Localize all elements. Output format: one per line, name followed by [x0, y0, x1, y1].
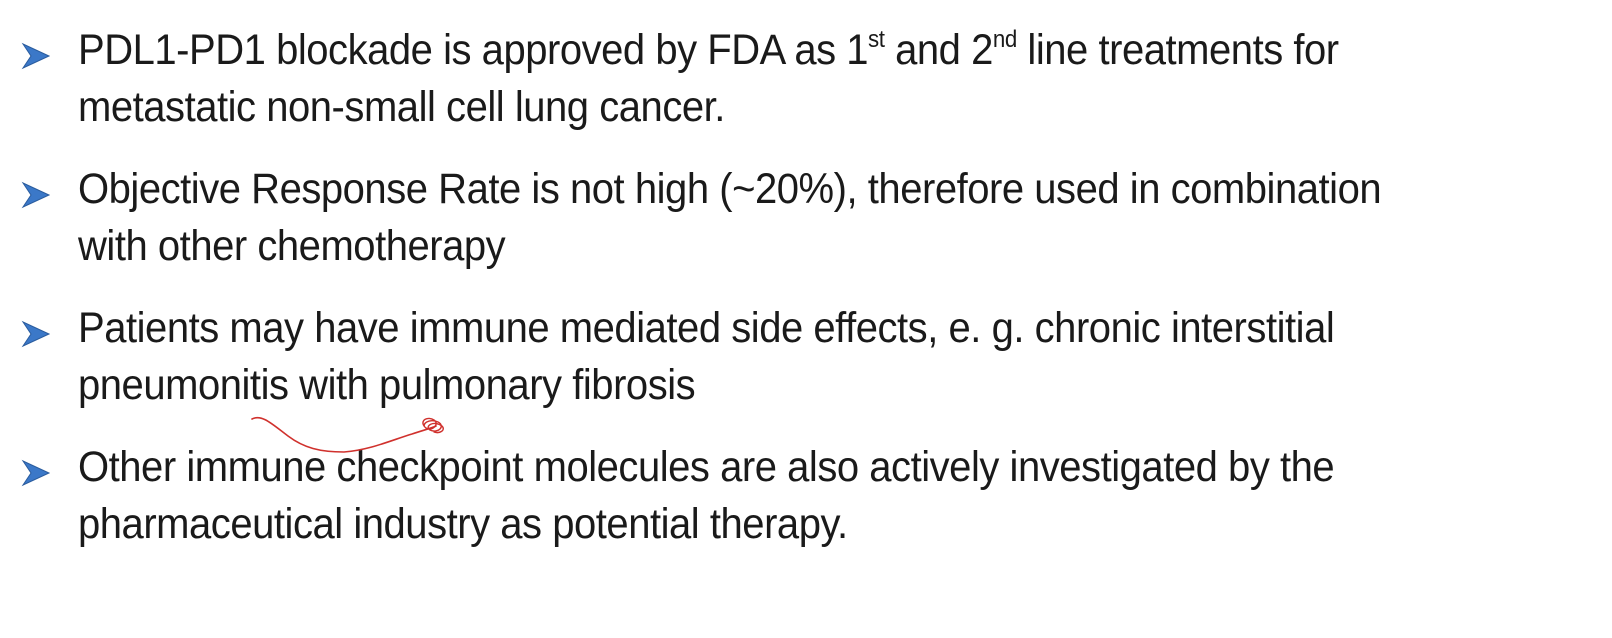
bullet-item: Other immune checkpoint molecules are al…: [0, 439, 1612, 578]
bullet-line: Objective Response Rate is not high (~20…: [78, 165, 1382, 213]
bullet-line: Patients may have immune mediated side e…: [78, 304, 1335, 352]
bullet-line: Other immune checkpoint molecules are al…: [78, 443, 1335, 491]
bullet-line: metastatic non-small cell lung cancer.: [78, 83, 725, 131]
superscript: st: [868, 25, 885, 53]
bullet-line: pneumonitis with pulmonary fibrosis: [78, 361, 696, 409]
bullet-list: PDL1-PD1 blockade is approved by FDA as …: [0, 22, 1612, 578]
bullet-line: with other chemotherapy: [78, 222, 506, 270]
bullet-item: Objective Response Rate is not high (~20…: [0, 161, 1612, 300]
bullet-item: Patients may have immune mediated side e…: [0, 300, 1612, 439]
bullet-text: Patients may have immune mediated side e…: [78, 300, 1473, 414]
bullet-line: PDL1-PD1 blockade is approved by FDA as …: [78, 25, 1339, 74]
superscript: nd: [992, 25, 1017, 53]
arrowhead-bullet-icon: [21, 320, 51, 348]
bullet-text: PDL1-PD1 blockade is approved by FDA as …: [78, 22, 1473, 136]
arrowhead-bullet-icon: [21, 181, 51, 209]
bullet-text: Objective Response Rate is not high (~20…: [78, 161, 1473, 275]
bullet-line: pharmaceutical industry as potential the…: [78, 500, 848, 548]
bullet-text: Other immune checkpoint molecules are al…: [78, 439, 1473, 553]
arrowhead-bullet-icon: [21, 459, 51, 487]
arrowhead-bullet-icon: [21, 42, 51, 70]
bullet-item: PDL1-PD1 blockade is approved by FDA as …: [0, 22, 1612, 161]
